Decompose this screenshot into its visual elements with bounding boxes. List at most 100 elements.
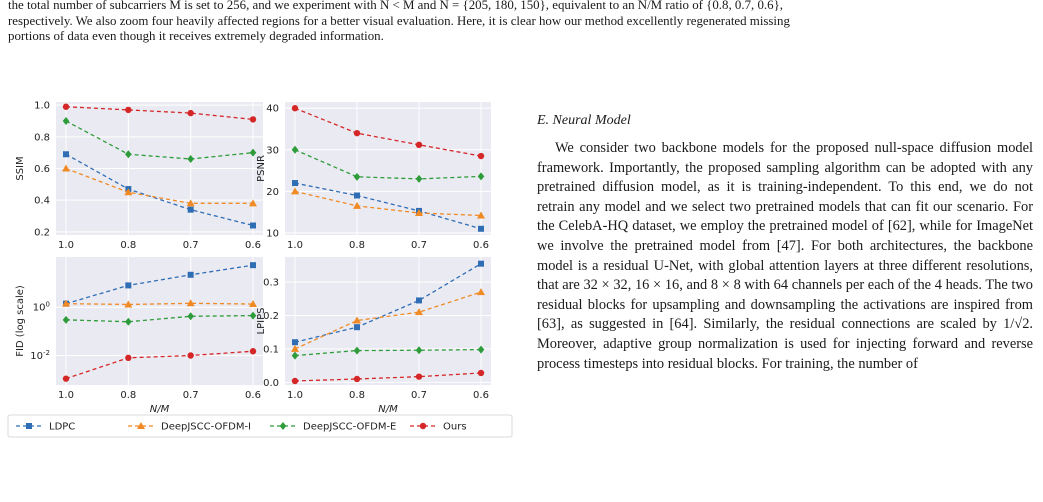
x-tick-label: 1.0 xyxy=(58,240,74,251)
data-point xyxy=(477,172,485,181)
panel-ssim: 0.2 0.4 0.6 0.8 1.0 1.0 0.8 0.7 0.6 SSIM xyxy=(15,101,263,251)
caption-line-3: portions of data even though it receives… xyxy=(8,29,384,43)
y-tick-label: 10 xyxy=(266,228,279,239)
y-tick-label: 10-2 xyxy=(30,349,50,362)
y-tick-label: 0.6 xyxy=(34,164,50,175)
y-tick-label: 0.2 xyxy=(263,311,279,322)
series-line-deepjscc-ofdm-i xyxy=(294,190,482,217)
data-point xyxy=(477,211,485,219)
figure-caption: the total number of subcarriers M is set… xyxy=(8,0,1034,45)
data-point xyxy=(291,377,299,385)
data-point xyxy=(291,344,299,352)
data-point xyxy=(62,375,70,382)
data-point xyxy=(124,188,133,196)
data-point xyxy=(353,375,361,383)
series-line-ldpc xyxy=(294,182,482,230)
x-tick-label: 1.0 xyxy=(287,390,303,401)
y-axis-label: FID (log scale) xyxy=(15,285,26,357)
series-line-ldpc xyxy=(65,153,254,227)
data-point xyxy=(63,151,69,158)
data-point xyxy=(477,369,485,377)
y-tick-label: 1.0 xyxy=(34,101,50,112)
section-paragraph: We consider two backbone models for the … xyxy=(537,140,1033,372)
data-point xyxy=(187,271,194,278)
series-line-ours xyxy=(65,106,254,121)
data-point xyxy=(415,208,423,216)
data-point xyxy=(353,201,361,209)
data-point xyxy=(249,116,257,123)
data-point xyxy=(415,308,423,316)
data-point xyxy=(353,129,361,137)
data-point xyxy=(62,164,70,172)
legend-marker xyxy=(419,422,427,430)
data-point xyxy=(249,300,257,308)
data-point xyxy=(353,346,361,355)
y-tick-label: 20 xyxy=(266,187,279,198)
data-point xyxy=(125,354,132,362)
x-axis-label: N/M xyxy=(378,404,398,415)
data-point xyxy=(478,260,484,267)
data-point xyxy=(250,262,256,269)
data-point xyxy=(415,373,423,380)
y-axis-label: SSIM xyxy=(15,156,26,180)
x-tick-label: 0.7 xyxy=(183,240,199,251)
y-axis-label: PSNR xyxy=(256,155,267,182)
x-tick-label: 0.6 xyxy=(245,390,261,401)
panel-fid: 100 10-2 1.0 0.8 0.7 0.6 FID (log scale) N/M xyxy=(15,257,263,415)
legend-marker xyxy=(137,422,145,429)
legend-marker xyxy=(26,423,32,429)
series-line-deepjscc-ofdm-i xyxy=(294,291,482,350)
series-line-ours xyxy=(294,372,482,382)
x-tick-label: 0.6 xyxy=(473,390,489,401)
x-tick-label: 0.8 xyxy=(120,390,136,401)
legend-label: DeepJSCC-OFDM-I xyxy=(161,422,251,433)
panel-psnr: 10 20 30 40 1.0 0.8 0.7 0.6 PSNR xyxy=(256,102,491,251)
data-point xyxy=(291,145,299,154)
y-tick-label: 30 xyxy=(266,145,279,156)
y-tick-label: 0.8 xyxy=(34,132,50,143)
legend-marker xyxy=(279,422,287,430)
data-point xyxy=(187,109,194,117)
data-point xyxy=(292,339,298,346)
section-neural-model: E. Neural Model We consider two backbone… xyxy=(525,112,1035,374)
data-point xyxy=(291,105,299,112)
x-tick-label: 0.7 xyxy=(411,390,427,401)
x-tick-label: 0.8 xyxy=(349,240,365,251)
y-tick-label: 0.3 xyxy=(263,278,279,289)
legend-label: Ours xyxy=(443,422,467,433)
series-line-deepjscc-ofdm-e xyxy=(65,314,254,323)
data-point xyxy=(187,312,194,321)
data-point xyxy=(250,222,256,229)
y-tick-label: 0.2 xyxy=(34,227,50,238)
data-point xyxy=(125,317,132,326)
data-point xyxy=(291,351,299,360)
data-point xyxy=(354,192,360,199)
legend: LDPC DeepJSCC-OFDM-I DeepJSCC-OFDM-E Ours xyxy=(7,414,513,438)
x-tick-label: 1.0 xyxy=(287,240,303,251)
x-tick-label: 0.7 xyxy=(411,240,427,251)
data-point xyxy=(62,315,70,324)
data-point xyxy=(353,316,361,324)
data-point xyxy=(249,348,257,355)
data-point xyxy=(187,206,194,213)
y-tick-label: 0.4 xyxy=(34,196,50,207)
x-tick-label: 0.8 xyxy=(349,390,365,401)
data-point xyxy=(477,152,485,160)
series-line-deepjscc-ofdm-i xyxy=(65,167,253,204)
data-point xyxy=(415,141,423,149)
section-title: E. Neural Model xyxy=(537,113,631,128)
data-point xyxy=(186,299,195,307)
data-point xyxy=(249,311,257,320)
data-point xyxy=(292,180,298,187)
panel-lpips: 0.0 0.1 0.2 0.3 1.0 0.8 0.7 0.6 LPIPS N/M xyxy=(256,257,491,415)
series-line-deepjscc-ofdm-e xyxy=(65,120,254,160)
y-tick-label: 100 xyxy=(33,301,50,314)
data-point xyxy=(415,174,423,183)
data-point xyxy=(124,300,133,308)
data-point xyxy=(354,324,360,331)
series-line-deepjscc-ofdm-e xyxy=(294,348,482,357)
data-point xyxy=(125,282,132,289)
series-line-ldpc xyxy=(294,263,482,343)
series-line-deepjscc-ofdm-e xyxy=(294,149,482,180)
x-tick-label: 0.6 xyxy=(245,240,261,251)
